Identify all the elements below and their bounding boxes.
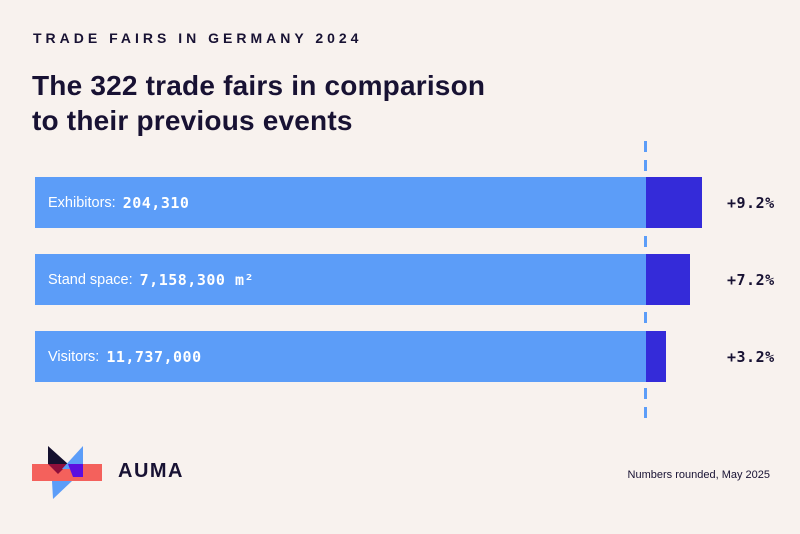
bar-previous-segment: Stand space: 7,158,300 m²: [35, 254, 646, 305]
bar-previous-segment: Exhibitors: 204,310: [35, 177, 646, 228]
title-line-2: to their previous events: [32, 105, 353, 136]
bar-previous-segment: Visitors: 11,737,000: [35, 331, 646, 382]
bar-label: Stand space:: [48, 271, 133, 288]
bar-value: 11,737,000: [106, 347, 202, 366]
bar-row: Stand space: 7,158,300 m² +7.2%: [35, 254, 775, 305]
eyebrow-label: TRADE FAIRS IN GERMANY 2024: [33, 30, 363, 46]
bar-label: Visitors:: [48, 348, 100, 365]
title-line-1: The 322 trade fairs in comparison: [32, 70, 486, 101]
bar-change-segment: [646, 254, 690, 305]
change-label: +7.2%: [727, 270, 775, 289]
bar-value: 7,158,300 m²: [139, 270, 255, 289]
bar-label: Exhibitors:: [48, 194, 116, 211]
bar-change-segment: [646, 331, 666, 382]
footnote: Numbers rounded, May 2025: [627, 469, 770, 481]
auma-logo-icon: [32, 446, 102, 499]
page-title: The 322 trade fairs in comparison to thei…: [32, 68, 485, 138]
change-label: +3.2%: [727, 347, 775, 366]
change-label: +9.2%: [727, 193, 775, 212]
brand-logo: AUMA: [32, 444, 232, 500]
bar-value: 204,310: [122, 193, 190, 212]
bar-change-segment: [646, 177, 703, 228]
bar-rows: Exhibitors: 204,310 +9.2% Stand space: 7,158…: [35, 177, 775, 408]
bar-row: Exhibitors: 204,310 +9.2%: [35, 177, 775, 228]
bar-row: Visitors: 11,737,000 +3.2%: [35, 331, 775, 382]
brand-wordmark: AUMA: [118, 460, 184, 482]
